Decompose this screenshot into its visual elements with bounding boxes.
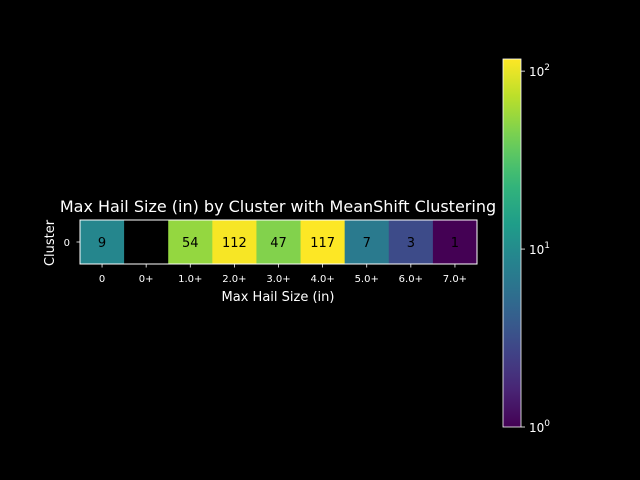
heatmap-cell [388,220,434,264]
colorbar-tick-label: 101 [529,241,550,257]
heatmap-cell [124,220,169,264]
x-tick-label: 5.0+ [355,274,379,285]
cell-value-label: 3 [407,236,415,251]
y-axis-label: Cluster [43,219,58,266]
x-tick-label: 0+ [139,274,154,285]
y-tick-label: 0 [64,238,70,249]
x-tick-label: 1.0+ [178,274,202,285]
x-tick-label: 3.0+ [266,274,290,285]
heatmap-cells: 9 54 112 47 117 7 3 1 [80,220,478,264]
cell-value-label: 117 [310,236,335,251]
cell-value-label: 9 [98,236,106,251]
x-tick-label: 7.0+ [443,274,467,285]
heatmap-cell [80,220,125,264]
heatmap-cell [212,220,257,264]
colorbar-ticks: 100 101 102 [521,63,550,435]
x-axis-ticks: 0 0+ 1.0+ 2.0+ 3.0+ 4.0+ 5.0+ 6.0+ 7.0+ [99,264,467,285]
heatmap-cell [300,220,346,264]
heatmap-cell [344,220,390,264]
x-tick-label: 6.0+ [399,274,423,285]
heatmap-cell [168,220,213,264]
y-axis-ticks: 0 [64,238,80,249]
x-tick-label: 2.0+ [222,274,246,285]
cell-value-label: 7 [363,236,371,251]
cell-value-label: 1 [451,236,459,251]
x-axis-label: Max Hail Size (in) [222,290,335,305]
cell-value-label: 54 [182,236,199,251]
cell-value-label: 112 [222,236,247,251]
chart-title: Max Hail Size (in) by Cluster with MeanS… [60,197,496,216]
cell-value-label: 47 [270,236,287,251]
colorbar-tick-label: 100 [529,419,550,435]
heatmap-cell [256,220,302,264]
colorbar-tick-label: 102 [529,63,550,79]
colorbar [502,58,522,428]
x-tick-label: 0 [99,274,105,285]
x-tick-label: 4.0+ [310,274,334,285]
heatmap-cell [432,220,478,264]
